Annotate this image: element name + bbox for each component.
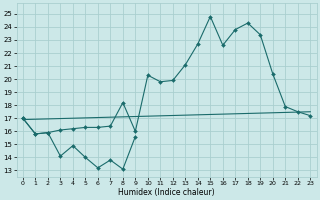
X-axis label: Humidex (Indice chaleur): Humidex (Indice chaleur) — [118, 188, 215, 197]
